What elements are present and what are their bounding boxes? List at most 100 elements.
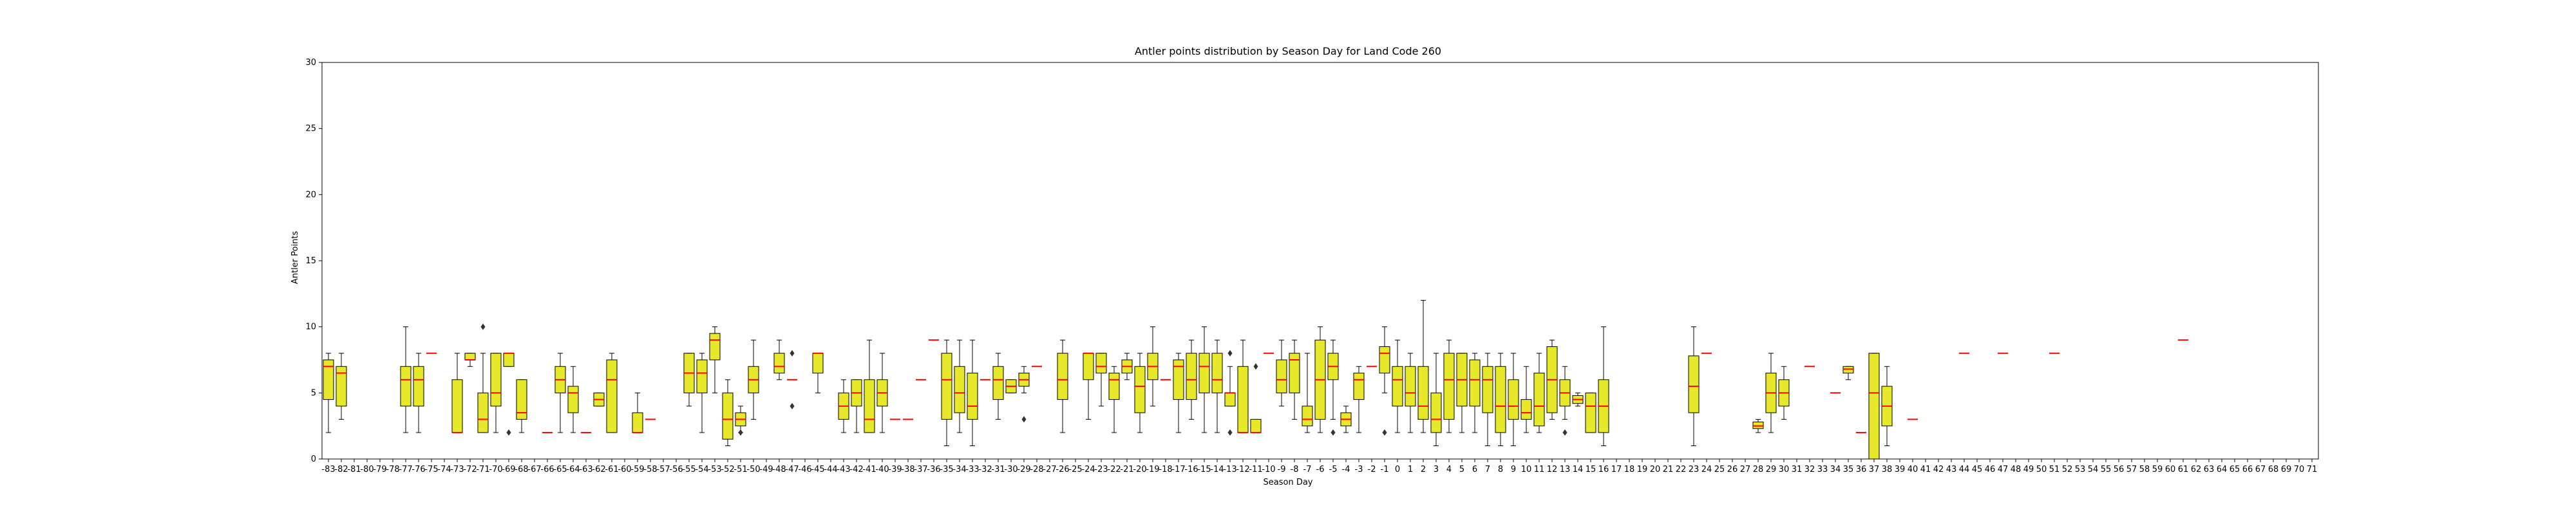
box-plot-item — [1765, 353, 1777, 433]
box-plot-item — [400, 326, 412, 433]
y-tick-label: 10 — [305, 323, 316, 332]
box-plot-item — [1585, 392, 1596, 433]
x-tick-label: -2 — [1368, 465, 1376, 474]
box-iqr — [696, 359, 708, 393]
box-iqr — [1186, 353, 1197, 400]
box-iqr — [451, 379, 463, 433]
box-iqr — [1289, 353, 1300, 393]
x-tick-label: 14 — [1573, 465, 1584, 474]
x-tick-label: 35 — [1843, 465, 1854, 474]
x-tick-label: -6 — [1316, 465, 1325, 474]
box-plot-item — [1495, 353, 1506, 446]
x-tick-label: 2 — [1421, 465, 1426, 474]
x-tick-label: -77 — [399, 465, 412, 474]
x-tick-label: -17 — [1171, 465, 1185, 474]
box-plot-item — [1598, 326, 1609, 446]
x-tick-label: -53 — [708, 465, 721, 474]
box-iqr — [1533, 373, 1545, 427]
box-plot-item — [967, 339, 978, 446]
box-plot-item — [1868, 353, 1880, 460]
x-tick-label: 37 — [1869, 465, 1880, 474]
x-tick-label: -31 — [991, 465, 1005, 474]
box-plot-item — [787, 350, 797, 409]
x-tick-label: -13 — [1223, 465, 1236, 474]
x-tick-label: 60 — [2165, 465, 2176, 474]
x-tick-label: 22 — [1676, 465, 1687, 474]
x-tick-label: -18 — [1159, 465, 1172, 474]
box-iqr — [632, 412, 643, 433]
outlier-point — [506, 429, 511, 436]
box-plot-item — [1108, 366, 1120, 433]
x-tick-label: -11 — [1249, 465, 1262, 474]
y-tick-label: 25 — [305, 124, 316, 134]
box-iqr — [1237, 366, 1249, 433]
box-plot-item — [1018, 366, 1030, 423]
x-tick-label: -39 — [888, 465, 902, 474]
x-tick-label: 44 — [1959, 465, 1970, 474]
x-tick-label: 64 — [2217, 465, 2228, 474]
box-plot-item — [876, 353, 888, 433]
box-iqr — [606, 359, 618, 433]
x-tick-label: -63 — [579, 465, 592, 474]
x-tick-label: 49 — [2023, 465, 2034, 474]
x-tick-label: -43 — [837, 465, 850, 474]
x-tick-label: 55 — [2101, 465, 2112, 474]
x-tick-label: 0 — [1395, 465, 1400, 474]
box-iqr — [1752, 422, 1764, 429]
x-tick-label: 65 — [2230, 465, 2240, 474]
box-plot-item — [1095, 353, 1107, 407]
box-plot-item — [1405, 353, 1416, 433]
x-tick-label: -60 — [618, 465, 631, 474]
box-iqr — [1173, 359, 1184, 400]
x-tick-label: -59 — [630, 465, 644, 474]
x-tick-label: 54 — [2088, 465, 2099, 474]
box-iqr — [1482, 366, 1493, 413]
box-plot-item — [516, 379, 527, 433]
outlier-point — [1562, 429, 1567, 436]
box-plot-item — [1198, 326, 1210, 433]
x-tick-label: -19 — [1146, 465, 1159, 474]
box-plot-item — [1353, 366, 1365, 433]
box-plot-item — [683, 353, 695, 407]
x-tick-label: -14 — [1210, 465, 1224, 474]
x-tick-label: -23 — [1094, 465, 1108, 474]
x-tick-label: 56 — [2114, 465, 2125, 474]
x-tick-label: 59 — [2152, 465, 2163, 474]
box-iqr — [954, 366, 965, 413]
x-tick-label: 39 — [1895, 465, 1906, 474]
x-tick-label: -33 — [965, 465, 979, 474]
box-plot-item — [1533, 353, 1545, 433]
box-iqr — [967, 373, 978, 420]
x-tick-label: -15 — [1197, 465, 1211, 474]
box-plot-item — [413, 353, 424, 433]
box-plot-item — [1688, 326, 1700, 446]
box-plot-item — [477, 323, 489, 433]
x-tick-label: 36 — [1856, 465, 1867, 474]
box-iqr — [1302, 406, 1313, 427]
x-tick-label: 69 — [2281, 465, 2292, 474]
x-tick-label: -68 — [515, 465, 528, 474]
x-tick-label: -37 — [914, 465, 927, 474]
box-iqr — [709, 333, 721, 360]
x-tick-label: 25 — [1714, 465, 1725, 474]
x-tick-label: -10 — [1262, 465, 1275, 474]
box-iqr — [1405, 366, 1416, 407]
box-iqr — [864, 379, 875, 433]
outlier-point — [738, 429, 743, 436]
box-plot-item — [1340, 406, 1352, 433]
x-tick-label: -24 — [1081, 465, 1095, 474]
x-tick-label: -21 — [1120, 465, 1133, 474]
box-plot-item — [336, 353, 347, 420]
x-tick-label: -82 — [334, 465, 348, 474]
box-plot-item — [632, 392, 643, 433]
x-tick-label: -76 — [412, 465, 425, 474]
x-tick-label: -81 — [347, 465, 361, 474]
x-tick-label: 42 — [1933, 465, 1944, 474]
box-iqr — [812, 353, 824, 374]
x-tick-label: 10 — [1521, 465, 1532, 474]
box-iqr — [1430, 392, 1442, 433]
x-tick-label: 4 — [1446, 465, 1452, 474]
x-tick-label: 3 — [1434, 465, 1439, 474]
x-tick-label: -8 — [1291, 465, 1299, 474]
